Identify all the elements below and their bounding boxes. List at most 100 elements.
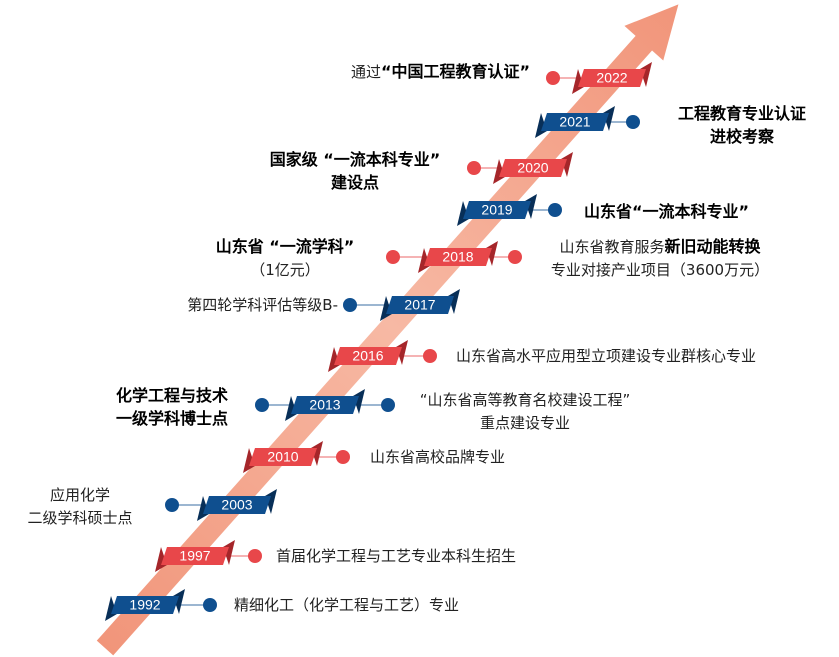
text-segment: 建设点 [331,173,379,192]
text-segment: “山东省高等教育名校建设工程” [420,391,631,409]
ribbon-fold [105,596,117,621]
milestone-text: （1亿元） [250,261,320,279]
ribbon-fold [265,489,277,514]
text-segment: “中国工程教育认证” [381,62,530,81]
text-segment: 精细化工（化学工程与工艺）专业 [234,596,459,614]
ribbon-fold [448,289,460,314]
ribbon-fold [223,540,235,565]
milestone-text: 精细化工（化学工程与工艺）专业 [234,596,459,614]
milestone-text: 一级学科博士点 [116,409,228,428]
milestone-text: 化学工程与技术 [116,386,228,405]
ribbon [161,547,229,565]
milestone-text: 首届化学工程与工艺专业本科生招生 [276,547,516,565]
year-label: 2019 [481,202,512,218]
text-segment: 进校考察 [710,127,775,146]
milestone-text: 山东省教育服务新旧动能转换 [559,237,761,256]
milestone-text: 通过“中国工程教育认证” [351,62,530,81]
ribbon [424,248,492,266]
dot [336,450,350,464]
year-label: 1992 [129,597,160,613]
milestone-text: 第四轮学科评估等级B- [187,296,338,314]
year-label: 2010 [267,449,298,465]
text-segment: 工程教育专业认证 [678,104,806,123]
ribbon [291,396,359,414]
ribbon-fold [457,201,469,226]
year-label: 2018 [442,249,473,265]
ribbon [541,113,609,131]
milestone-text: 专业对接产业项目（3600万元） [551,261,769,279]
text-segment: 一级学科博士点 [116,409,228,428]
ribbon-fold [311,441,323,466]
ribbon-fold [572,69,584,94]
milestone-text: 二级学科硕士点 [27,509,132,527]
text-segment: 二级学科硕士点 [27,509,132,527]
text-segment: （1亿元） [250,261,320,279]
ribbon [249,448,317,466]
text-segment: 专业对接产业项目（3600万元） [551,261,769,279]
year-label: 2022 [596,70,627,86]
year-label: 2013 [309,397,340,413]
dot [248,549,262,563]
dot [386,250,400,264]
ribbon-fold [535,113,547,138]
text-segment: 第四轮学科评估等级B- [187,296,338,314]
text-segment: 重点建设专业 [480,414,570,432]
dot [548,203,562,217]
text-segment: 山东省教育服务 [559,238,664,256]
ribbon-fold [418,248,430,273]
ribbon-fold [525,194,537,219]
milestone-text: 山东省高水平应用型立项建设专业群核心专业 [456,347,756,365]
ribbon-fold [640,62,652,87]
year-label: 2020 [517,160,548,176]
ribbon [334,347,402,365]
dot [165,498,179,512]
text-segment: 新旧动能转换 [665,237,762,256]
dot [546,71,560,85]
dot [203,598,217,612]
milestone-text: 重点建设专业 [480,414,570,432]
text-segment: 山东省“一流本科专业” [584,202,749,221]
milestone-text: 国家级 “一流本科专业” [270,150,441,169]
text-segment: 山东省 “一流学科” [216,237,355,256]
ribbon [578,69,646,87]
ribbon-fold [243,448,255,473]
ribbon [499,159,567,177]
milestone-text: 建设点 [331,173,379,192]
milestone-text: 山东省高校品牌专业 [370,448,505,466]
ribbon-fold [486,241,498,266]
text-segment: 国家级 “一流本科专业” [270,150,441,169]
ribbon-fold [197,496,209,521]
text-segment: 化学工程与技术 [116,386,228,405]
text-segment: 应用化学 [50,486,110,504]
text-segment: 山东省高水平应用型立项建设专业群核心专业 [456,347,756,365]
dot [626,115,640,129]
year-label: 2003 [221,497,252,513]
milestone-text: 进校考察 [710,127,775,146]
dot [508,250,522,264]
year-label: 2017 [404,297,435,313]
ribbon-fold [155,547,167,572]
year-label: 2021 [559,114,590,130]
text-segment: 首届化学工程与工艺专业本科生招生 [276,547,516,565]
ribbon [111,596,179,614]
ribbon-fold [285,396,297,421]
ribbon-fold [493,159,505,184]
dot [381,398,395,412]
milestone-text: 山东省 “一流学科” [216,237,355,256]
ribbon [463,201,531,219]
dot [343,298,357,312]
year-label: 2016 [352,348,383,364]
milestone-text: 山东省“一流本科专业” [584,202,749,221]
dot [467,161,481,175]
ribbon-fold [603,106,615,131]
ribbon-fold [173,589,185,614]
milestone-text: 工程教育专业认证 [678,104,806,123]
dot [423,349,437,363]
ribbon [386,296,454,314]
ribbon-fold [396,340,408,365]
text-segment: 通过 [351,63,381,81]
ribbon-fold [561,152,573,177]
dot [255,398,269,412]
text-segment: 山东省高校品牌专业 [370,448,505,466]
